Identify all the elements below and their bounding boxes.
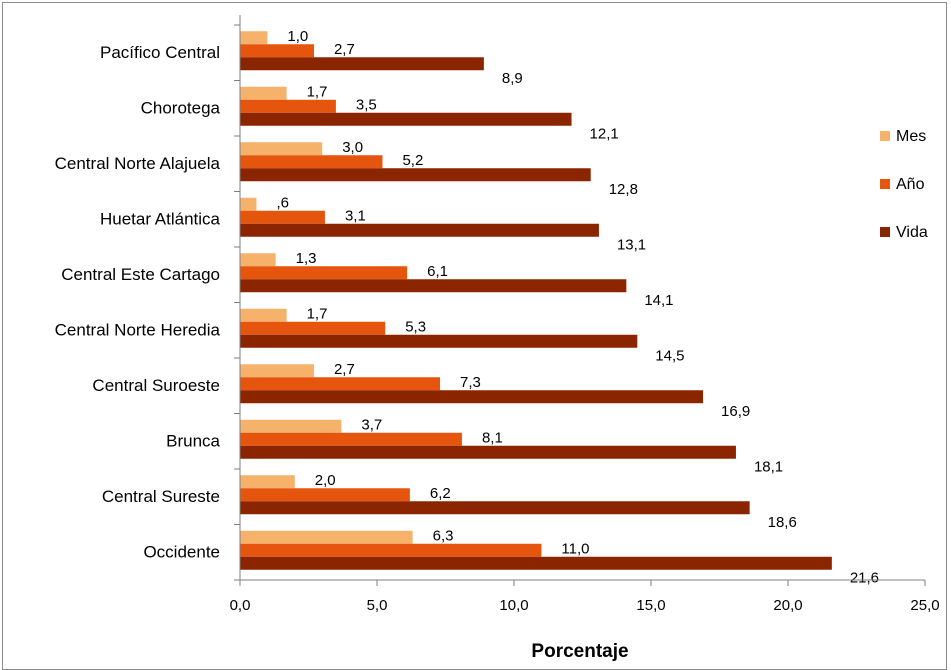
category-label-0: Pacífico Central [100,43,220,62]
bar-año-9 [240,543,542,557]
category-label-8: Central Sureste [102,487,220,506]
legend-swatch-mes [880,131,890,141]
bar-mes-0 [240,31,268,45]
data-label-vida-1: 12,1 [590,125,619,142]
data-label-año-8: 6,2 [430,485,451,502]
data-label-vida-0: 8,9 [502,70,523,87]
bar-mes-9 [240,530,413,544]
bar-vida-7 [240,445,736,459]
category-label-2: Central Norte Alajuela [55,154,221,173]
legend-swatch-año [880,179,890,189]
data-label-vida-6: 16,9 [721,403,750,420]
bar-año-3 [240,210,325,224]
data-label-mes-5: 1,7 [307,305,328,322]
data-label-año-9: 11,0 [561,540,589,557]
data-label-vida-3: 13,1 [617,236,646,253]
x-tick-label-1: 5,0 [367,597,388,614]
data-label-mes-8: 2,0 [315,472,336,489]
bar-año-8 [240,488,410,502]
bar-vida-3 [240,223,599,237]
bar-vida-4 [240,279,627,293]
data-label-vida-8: 18,6 [768,514,797,531]
data-label-mes-6: 2,7 [334,361,355,378]
legend-label-mes: Mes [896,128,926,145]
data-label-año-5: 5,3 [405,318,426,335]
data-label-mes-9: 6,3 [433,527,454,544]
bar-mes-4 [240,253,276,267]
data-label-mes-3: ,6 [276,194,289,211]
x-tick-label-0: 0,0 [230,597,251,614]
bar-vida-8 [240,501,750,515]
data-label-año-2: 5,2 [402,152,423,169]
data-label-año-6: 7,3 [460,374,481,391]
legend-label-vida: Vida [896,224,928,241]
category-label-4: Central Este Cartago [61,265,220,284]
legend-swatch-vida [880,227,890,237]
bar-mes-5 [240,308,287,322]
data-labels-layer: 1,0 2,7 8,9 1,7 3,5 12,1 3,0 5,2 12,8 ,6 3,1 13,1 1,… [276,28,879,587]
data-label-mes-7: 3,7 [361,416,382,433]
bar-mes-2 [240,142,323,156]
bar-vida-9 [240,556,832,570]
data-label-año-4: 6,1 [427,263,448,280]
bar-mes-7 [240,419,342,433]
bar-vida-0 [240,57,484,71]
data-label-año-1: 3,5 [356,96,377,113]
category-label-6: Central Suroeste [92,376,220,395]
category-label-5: Central Norte Heredia [55,320,221,339]
bar-vida-1 [240,112,572,126]
x-axis-title: Porcentaje [531,641,628,662]
data-label-mes-0: 1,0 [287,28,308,45]
bar-año-4 [240,266,408,280]
x-tick-label-5: 25,0 [910,597,939,614]
bar-año-7 [240,432,462,446]
bar-mes-1 [240,86,287,100]
category-labels-layer: Pacífico Central Chorotega Central Norte A… [55,43,221,562]
bar-vida-6 [240,390,704,404]
data-label-mes-2: 3,0 [342,139,363,156]
data-label-vida-4: 14,1 [644,292,673,309]
category-label-1: Chorotega [141,98,221,117]
data-label-mes-1: 1,7 [307,83,328,100]
data-label-vida-2: 12,8 [609,181,638,198]
legend: Mes Año Vida [880,128,928,241]
bar-año-6 [240,377,441,391]
bar-mes-3 [240,197,257,211]
data-label-año-7: 8,1 [482,429,503,446]
bar-vida-2 [240,168,591,182]
bar-año-5 [240,321,386,335]
bars-layer [240,31,832,570]
data-label-vida-5: 14,5 [655,347,684,364]
data-label-mes-4: 1,3 [296,250,317,267]
axes-layer: 0,0 5,0 10,0 15,0 20,0 25,0 [230,15,940,614]
category-label-9: Occidente [143,542,220,561]
x-tick-label-3: 15,0 [636,597,665,614]
bar-año-1 [240,99,336,113]
x-tick-label-2: 10,0 [499,597,528,614]
bar-vida-5 [240,334,638,348]
category-label-7: Brunca [166,431,220,450]
data-label-vida-7: 18,1 [754,458,783,475]
category-label-3: Huetar Atlántica [100,209,221,228]
legend-label-año: Año [896,176,925,193]
bar-mes-6 [240,364,314,378]
bar-año-2 [240,155,383,169]
bar-año-0 [240,44,314,58]
data-label-vida-9: 21,6 [850,569,879,586]
bar-mes-8 [240,475,295,489]
data-label-año-0: 2,7 [334,41,355,58]
x-tick-label-4: 20,0 [773,597,802,614]
data-label-año-3: 3,1 [345,207,366,224]
